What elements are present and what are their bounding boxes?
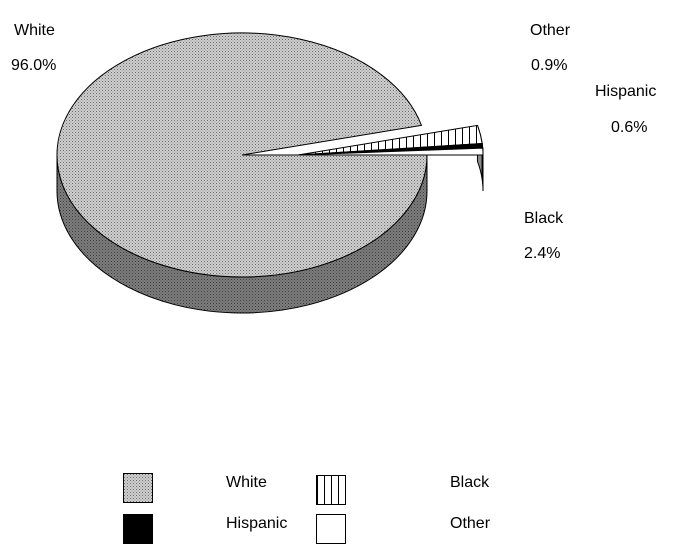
slice-label-hispanic-value: 0.6% (611, 119, 648, 136)
legend-swatch-hispanic (123, 514, 153, 544)
legend-swatch-other (316, 514, 346, 544)
legend-label-white: White (226, 474, 267, 491)
legend-label-other: Other (450, 515, 491, 532)
slice-label-other-value: 0.9% (531, 57, 568, 74)
slice-label-hispanic-name: Hispanic (595, 83, 657, 100)
slice-white (56, 32, 428, 278)
slice-label-other-name: Other (530, 22, 571, 39)
legend-swatch-black (316, 475, 346, 505)
slice-other (297, 147, 484, 156)
slice-label-white-value: 96.0% (11, 57, 57, 74)
slice-label-white-name: White (14, 22, 55, 39)
slice-label-black-name: Black (524, 210, 564, 227)
legend-swatch-white (123, 473, 153, 503)
legend-label-hispanic: Hispanic (226, 515, 288, 532)
slice-label-black-value: 2.4% (524, 245, 561, 262)
legend-label-black: Black (450, 474, 490, 491)
